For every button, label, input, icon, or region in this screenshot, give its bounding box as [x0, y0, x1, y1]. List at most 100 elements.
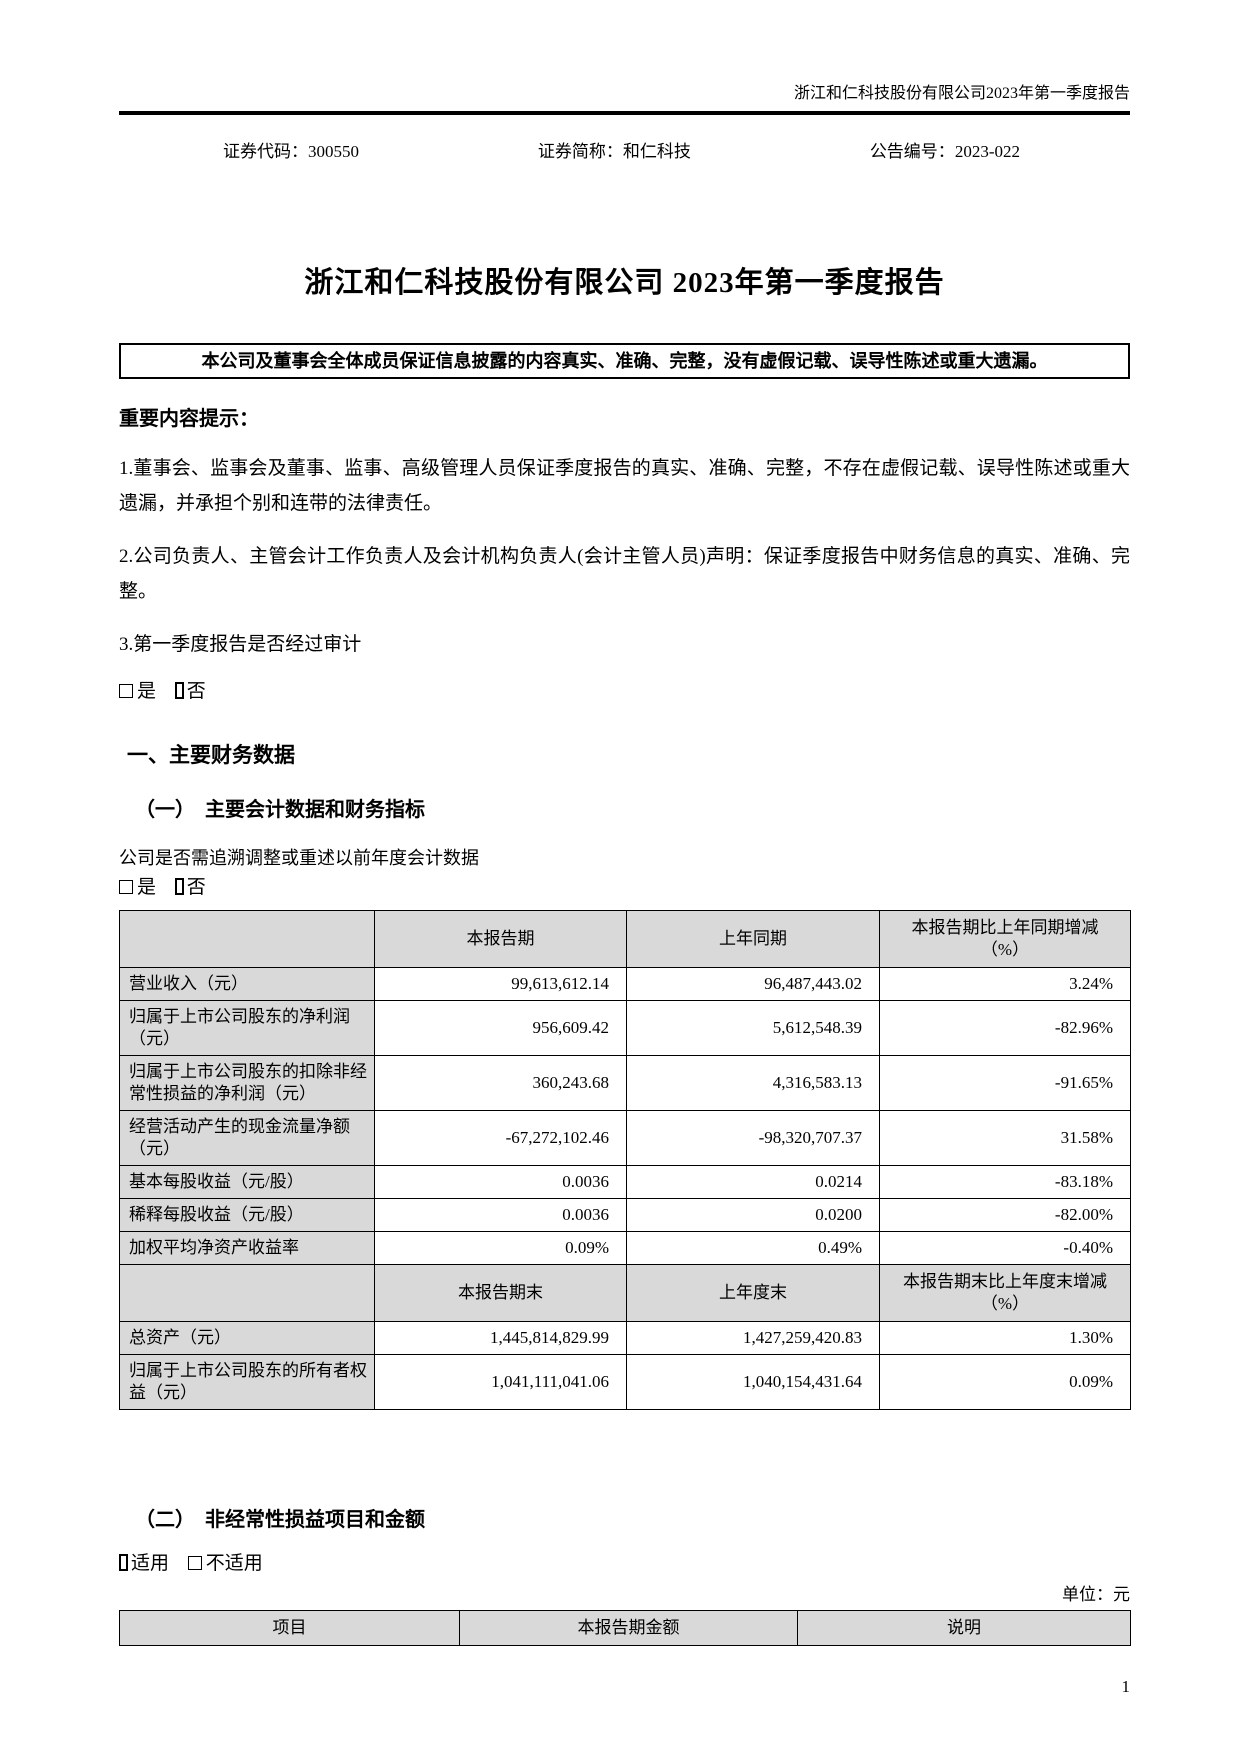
row-label: 加权平均净资产收益率 [119, 1231, 375, 1265]
not-applicable-label: 不适用 [205, 1553, 263, 1574]
row-current: 0.0036 [374, 1165, 627, 1199]
row-label: 归属于上市公司股东的所有者权益（元） [119, 1354, 375, 1410]
row-current: 99,613,612.14 [374, 967, 627, 1001]
notice-item-3: 3.第一季度报告是否经过审计 [119, 634, 362, 655]
row-change: 0.09% [879, 1354, 1131, 1410]
header-current-period: 本报告期 [374, 910, 627, 968]
unit-label: 单位：元 [1062, 1585, 1130, 1604]
header-change-line1: 本报告期比上年同期增减 [911, 918, 1099, 937]
row-change: -83.18% [879, 1165, 1131, 1199]
row-prior: 96,487,443.02 [626, 967, 880, 1001]
row-prior: 4,316,583.13 [626, 1055, 880, 1111]
restate-yes-label: 是 [137, 877, 157, 898]
header-empty-cell [119, 1264, 375, 1322]
row-prior: 0.0214 [626, 1165, 880, 1199]
applicable-label: 适用 [131, 1553, 170, 1574]
table-row: 总资产（元） 1,445,814,829.99 1,427,259,420.83… [119, 1321, 1131, 1355]
nonrecurring-items-table: 项目 本报告期金额 说明 [119, 1610, 1131, 1646]
row-current: 1,041,111,041.06 [374, 1354, 627, 1410]
row-change: -0.40% [879, 1231, 1131, 1265]
row-label: 基本每股收益（元/股） [119, 1165, 375, 1199]
row-label: 营业收入（元） [119, 967, 375, 1001]
header-amount: 本报告期金额 [459, 1610, 798, 1646]
table-header-row-period-end: 本报告期末 上年度末 本报告期末比上年度末增减 （%） [119, 1264, 1131, 1322]
stock-info-row: 证券代码：300550 证券简称：和仁科技 公告编号：2023-022 [119, 141, 1130, 163]
row-current: 956,609.42 [374, 1000, 627, 1056]
row-current: -67,272,102.46 [374, 1110, 627, 1166]
header-change-period: 本报告期比上年同期增减 （%） [879, 910, 1131, 968]
row-prior: 0.0200 [626, 1198, 880, 1232]
restate-question: 公司是否需追溯调整或重述以前年度会计数据 [119, 848, 479, 868]
stock-abbr-label: 证券简称： [537, 142, 623, 161]
row-change: -82.00% [879, 1198, 1131, 1232]
row-label: 稀释每股收益（元/股） [119, 1198, 375, 1232]
table-row: 归属于上市公司股东的净利润（元） 956,609.42 5,612,548.39… [119, 1000, 1131, 1056]
notice-item-2: 2.公司负责人、主管会计工作负责人及会计机构负责人(会计主管人员)声明：保证季度… [119, 546, 1130, 602]
notice-number-value: 2023-022 [954, 142, 1020, 161]
row-change: 1.30% [879, 1321, 1131, 1355]
key-financials-table: 本报告期 上年同期 本报告期比上年同期增减 （%） 营业收入（元） 99,613,… [119, 910, 1131, 1410]
header-change-line2: （%） [980, 940, 1030, 959]
row-change: -91.65% [879, 1055, 1131, 1111]
notice-item-1: 1.董事会、监事会及董事、监事、高级管理人员保证季度报告的真实、准确、完整，不存… [119, 458, 1130, 514]
stock-abbr: 证券简称：和仁科技 [538, 141, 691, 163]
stock-abbr-value: 和仁科技 [622, 142, 691, 161]
table-row: 加权平均净资产收益率 0.09% 0.49% -0.40% [119, 1231, 1131, 1265]
important-notice-heading: 重要内容提示： [119, 408, 259, 430]
row-label: 经营活动产生的现金流量净额（元） [119, 1110, 375, 1166]
row-label: 归属于上市公司股东的扣除非经常性损益的净利润（元） [119, 1055, 375, 1111]
row-label: 归属于上市公司股东的净利润（元） [119, 1000, 375, 1056]
row-prior: 1,427,259,420.83 [626, 1321, 880, 1355]
header-rule [119, 111, 1130, 115]
header-prior-period: 上年同期 [626, 910, 880, 968]
audit-yes-label: 是 [137, 681, 157, 702]
row-change: 3.24% [879, 967, 1131, 1001]
row-current: 360,243.68 [374, 1055, 627, 1111]
applicable-checkbox [119, 1554, 128, 1571]
section-1-2-heading: （二） 非经常性损益项目和金额 [135, 1509, 425, 1531]
header-item: 项目 [119, 1610, 460, 1646]
stock-code-value: 300550 [308, 142, 359, 161]
row-prior: -98,320,707.37 [626, 1110, 880, 1166]
page-number: 1 [1121, 1677, 1131, 1696]
notice-number-label: 公告编号： [869, 142, 955, 161]
notice-number: 公告编号：2023-022 [870, 141, 1020, 163]
header-note: 说明 [797, 1610, 1131, 1646]
audit-no-checkbox [174, 682, 184, 699]
row-prior: 1,040,154,431.64 [626, 1354, 880, 1410]
header-change2-line2: （%） [980, 1294, 1030, 1313]
table-row: 营业收入（元） 99,613,612.14 96,487,443.02 3.24… [119, 967, 1131, 1001]
header-change2-line1: 本报告期末比上年度末增减 [903, 1272, 1107, 1291]
table-header-row-period: 本报告期 上年同期 本报告期比上年同期增减 （%） [119, 910, 1131, 968]
declaration-box: 本公司及董事会全体成员保证信息披露的内容真实、准确、完整，没有虚假记载、误导性陈… [119, 343, 1130, 379]
header-current-period-end: 本报告期末 [374, 1264, 627, 1322]
row-label: 总资产（元） [119, 1321, 375, 1355]
header-change-period-end: 本报告期末比上年度末增减 （%） [879, 1264, 1131, 1322]
table-row: 经营活动产生的现金流量净额（元） -67,272,102.46 -98,320,… [119, 1110, 1131, 1166]
not-applicable-checkbox [187, 1556, 202, 1570]
nonrecurring-header-row: 项目 本报告期金额 说明 [119, 1610, 1131, 1646]
restate-no-label: 否 [186, 877, 206, 898]
section-1-heading: 一、主要财务数据 [127, 743, 295, 767]
table-row: 归属于上市公司股东的所有者权益（元） 1,041,111,041.06 1,04… [119, 1354, 1131, 1410]
row-prior: 5,612,548.39 [626, 1000, 880, 1056]
row-current: 1,445,814,829.99 [374, 1321, 627, 1355]
restate-no-checkbox [174, 878, 184, 895]
audit-no-label: 否 [186, 681, 206, 702]
section-1-1-heading: （一） 主要会计数据和财务指标 [135, 799, 425, 821]
row-current: 0.0036 [374, 1198, 627, 1232]
row-prior: 0.49% [626, 1231, 880, 1265]
running-header: 浙江和仁科技股份有限公司2023年第一季度报告 [793, 85, 1130, 102]
stock-code: 证券代码：300550 [223, 141, 359, 163]
audit-checkline: 是 否 [119, 680, 1130, 704]
table-row: 归属于上市公司股东的扣除非经常性损益的净利润（元） 360,243.68 4,3… [119, 1055, 1131, 1111]
restate-checkline: 是 否 [119, 876, 1130, 900]
row-change: -82.96% [879, 1000, 1131, 1056]
header-empty-cell [119, 910, 375, 968]
header-prior-year-end: 上年度末 [626, 1264, 880, 1322]
audit-yes-checkbox [119, 684, 133, 698]
report-title: 浙江和仁科技股份有限公司 2023年第一季度报告 [304, 267, 945, 299]
applicable-checkline: 适用 不适用 [119, 1552, 1130, 1576]
row-current: 0.09% [374, 1231, 627, 1265]
